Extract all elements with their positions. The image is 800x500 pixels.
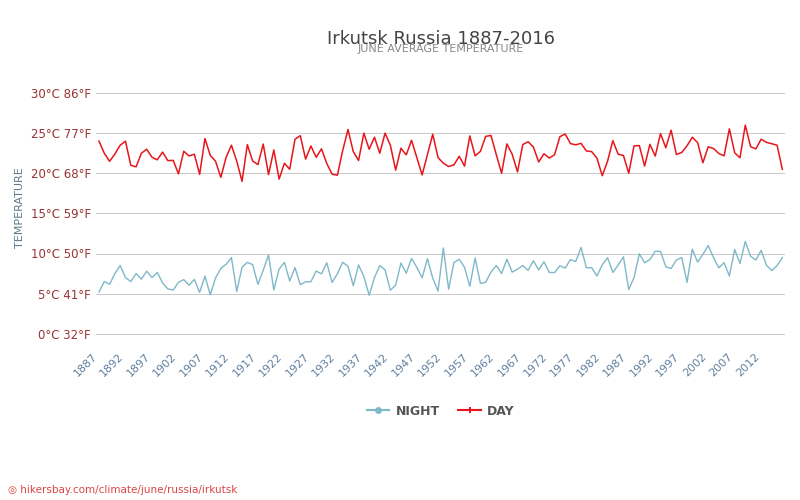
Legend: NIGHT, DAY: NIGHT, DAY (362, 400, 520, 422)
Title: Irkutsk Russia 1887-2016: Irkutsk Russia 1887-2016 (326, 30, 554, 48)
Y-axis label: TEMPERATURE: TEMPERATURE (15, 167, 25, 248)
Text: ◎ hikersbay.com/climate/june/russia/irkutsk: ◎ hikersbay.com/climate/june/russia/irku… (8, 485, 238, 495)
Text: JUNE AVERAGE TEMPERATURE: JUNE AVERAGE TEMPERATURE (358, 44, 524, 54)
